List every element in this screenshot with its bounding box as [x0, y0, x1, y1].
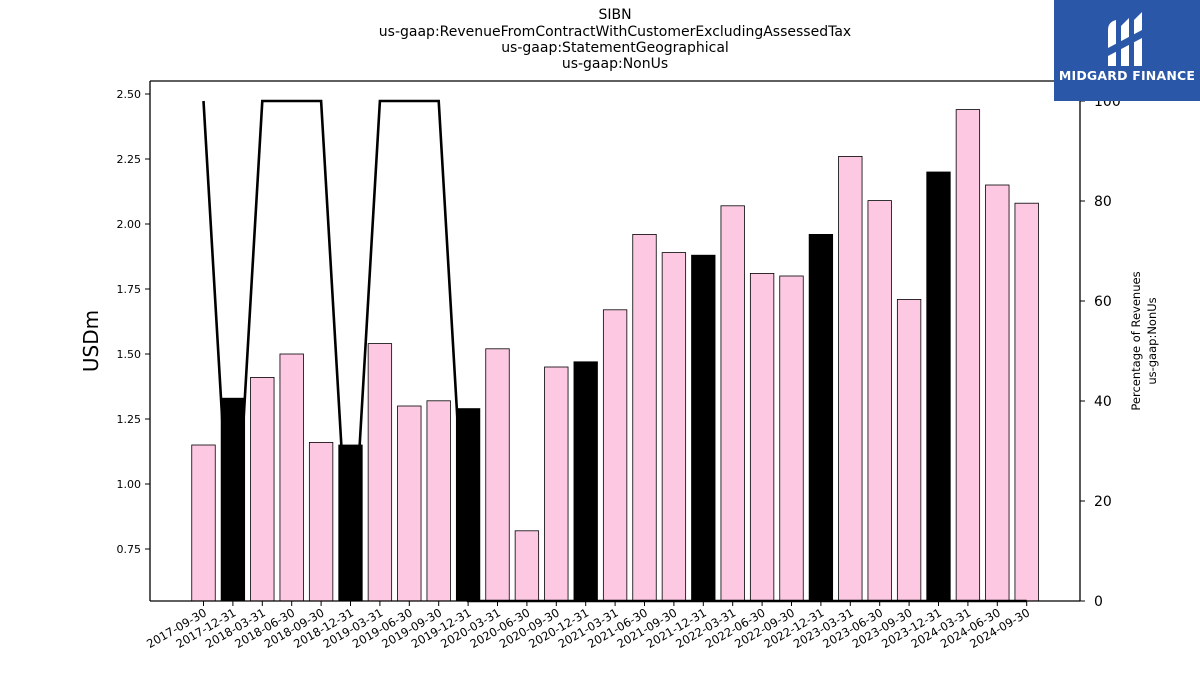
logo-text: MIDGARD FINANCE: [1058, 68, 1196, 83]
y-tick-label: 1.25: [117, 413, 142, 426]
bar: [896, 298, 922, 602]
bar: [308, 441, 334, 602]
bar: [573, 361, 598, 602]
bar: [926, 171, 951, 602]
bar: [367, 343, 393, 602]
bar: [485, 348, 510, 602]
title-ticker: SIBN: [598, 7, 632, 23]
bar: [1014, 202, 1039, 602]
y-tick-label: 1.75: [117, 283, 142, 296]
y-tick-label: 1.00: [117, 478, 142, 491]
y-right-axis-label: Percentage of Revenues: [1129, 271, 1143, 410]
y-right-axis-label-member: us-gaap:NonUs: [1145, 297, 1159, 384]
bar: [250, 376, 275, 602]
bar: [632, 233, 657, 602]
title-concept: us-gaap:RevenueFromContractWithCustomerE…: [378, 24, 852, 40]
bar: [602, 309, 628, 602]
title-axis: us-gaap:StatementGeographical: [501, 40, 729, 56]
bar: [985, 184, 1010, 602]
bar: [191, 444, 216, 602]
bar: [279, 353, 304, 602]
y-tick-label: 1.50: [117, 348, 142, 361]
bars-layer: [191, 109, 1039, 602]
bar: [720, 205, 745, 602]
bar: [514, 530, 540, 602]
bar: [838, 155, 863, 602]
bar: [691, 254, 716, 602]
bar: [220, 397, 246, 602]
y-axis-label: USDm: [79, 310, 103, 372]
logo-mark-icon: [1108, 12, 1142, 66]
y-right-tick-label: 60: [1094, 294, 1112, 310]
bar: [544, 366, 569, 602]
y-right-tick-label: 0: [1094, 594, 1103, 610]
bar: [955, 109, 981, 602]
bar: [426, 400, 451, 602]
y-tick-label: 2.50: [117, 88, 142, 101]
bar: [749, 272, 775, 602]
bar: [397, 405, 422, 602]
bar: [779, 275, 804, 602]
bar: [867, 200, 892, 602]
y-right-tick-label: 20: [1094, 494, 1112, 510]
y-tick-label: 0.75: [117, 543, 142, 556]
title-member: us-gaap:NonUs: [561, 56, 669, 72]
bar: [661, 252, 687, 602]
y-right-tick-label: 40: [1094, 394, 1112, 410]
bar: [455, 408, 481, 602]
midgard-finance-logo: MIDGARD FINANCE: [1054, 0, 1200, 101]
y-tick-label: 2.25: [117, 153, 142, 166]
bar: [808, 233, 834, 602]
y-tick-label: 2.00: [117, 218, 142, 231]
y-right-tick-label: 80: [1094, 194, 1112, 210]
